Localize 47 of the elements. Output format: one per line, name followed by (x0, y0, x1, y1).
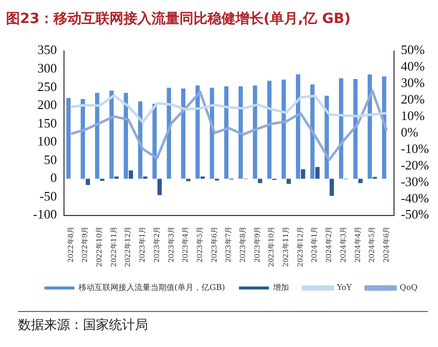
bar (358, 178, 363, 184)
y2-tick-label: -20% (400, 157, 430, 172)
y-tick-label: 150 (37, 115, 57, 130)
bar (238, 86, 243, 179)
y-tick-label: 300 (37, 60, 57, 76)
y2-tick-label: -10% (400, 140, 430, 156)
y2-tick-label: -40% (400, 190, 430, 206)
bar (258, 178, 262, 184)
legend-label: QoQ (400, 283, 418, 292)
legend-label: 增加 (272, 283, 289, 292)
legend-label: YoY (336, 283, 352, 292)
bar (86, 178, 90, 185)
y2-tick-label: 10% (400, 108, 425, 124)
y2-tick-label: 40% (400, 58, 425, 74)
source-note: 数据来源：国家统计局 (18, 317, 148, 334)
bar (368, 74, 372, 179)
y-tick-label: -50 (39, 188, 57, 204)
y2-tick-label: 50% (400, 42, 425, 58)
y-tick-label: 50 (44, 152, 57, 167)
bar (95, 92, 100, 179)
bar (267, 80, 272, 179)
bar (282, 80, 286, 179)
bar (382, 76, 386, 179)
y-tick-label: 350 (37, 42, 57, 58)
bar (315, 167, 320, 179)
bar (195, 86, 200, 179)
bar (80, 99, 85, 179)
y-tick-label: 250 (37, 78, 57, 94)
chart-title: 图23：移动互联网接入流量同比稳健增长(单月,亿 GB) (6, 10, 351, 28)
bar (330, 178, 334, 196)
legend-label: 移动互联网接入流量当期值(单月，亿GB) (78, 283, 225, 292)
bar (300, 169, 306, 179)
y2-tick-label: 30% (400, 75, 425, 90)
y-tick-label: 0 (50, 170, 57, 186)
bar (181, 88, 186, 179)
y2-tick-label: -30% (400, 174, 430, 189)
y2-tick-label: 20% (400, 92, 425, 107)
y2-tick-label: -50% (400, 206, 430, 222)
bar (186, 178, 190, 182)
bar (224, 86, 228, 179)
y-tick-label: 200 (37, 97, 57, 112)
bar (286, 178, 291, 184)
y2-tick-label: 0% (400, 124, 418, 140)
y-tick-label: 100 (37, 134, 57, 149)
bar (66, 98, 71, 179)
bar (157, 178, 162, 196)
y-tick-label: -100 (32, 206, 57, 222)
